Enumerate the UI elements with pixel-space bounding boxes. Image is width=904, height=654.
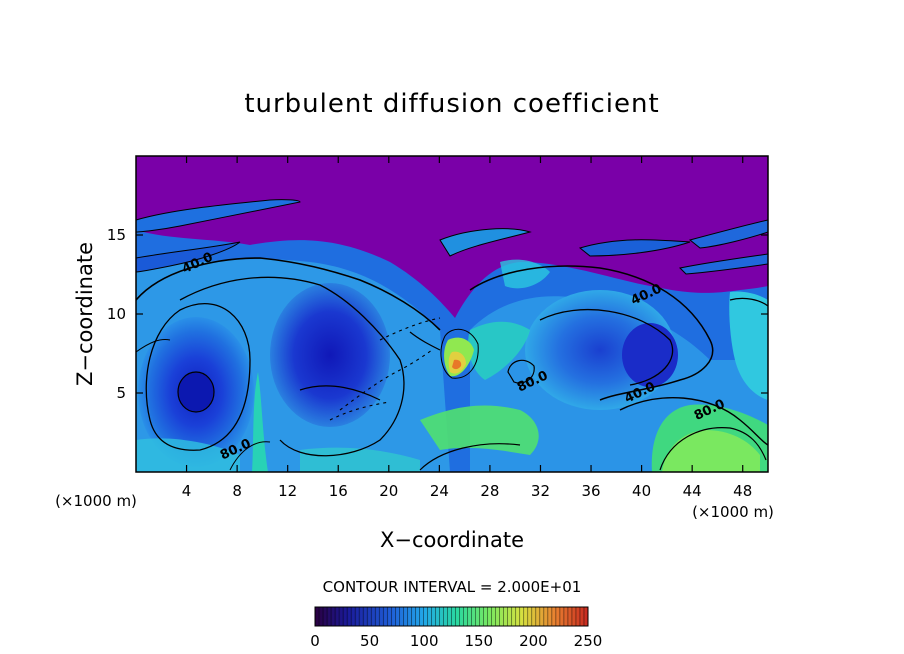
streak-2 (136, 241, 241, 273)
colorbar-tick-label: 100 (410, 632, 439, 650)
colorbar-tick-label: 200 (519, 632, 548, 650)
x-tick-label: 28 (480, 482, 499, 500)
high-core-orange (452, 359, 462, 370)
patch-lower-right-inner (662, 430, 760, 472)
colorbar-ticks: 0 50 100 150 200 250 (310, 632, 602, 650)
streak-5 (688, 219, 768, 249)
heatmap-field: 80.040.080.080.040.040.0 (136, 156, 768, 472)
x-tick-label: 20 (379, 482, 398, 500)
y-axis-ticks: 5 10 15 (107, 226, 768, 402)
contour-interval-label: CONTOUR INTERVAL = 2.000E+01 (323, 578, 582, 596)
colorbar-tick-label: 250 (574, 632, 603, 650)
x-unit-label-left: (×1000 m) (55, 492, 137, 510)
x-unit-label-right: (×1000 m) (692, 503, 774, 521)
streak-4 (578, 239, 691, 257)
y-tick-label: 5 (116, 384, 126, 402)
x-axis-label: X−coordinate (380, 528, 524, 552)
x-tick-label: 16 (329, 482, 348, 500)
streak-6 (678, 253, 768, 275)
vortex-right-core (622, 323, 678, 387)
filament-b (420, 405, 539, 455)
x-tick-label: 32 (531, 482, 550, 500)
streak-1 (136, 199, 301, 233)
patch-right-edge (729, 291, 768, 400)
x-tick-label: 48 (733, 482, 752, 500)
y-tick-label: 15 (107, 226, 126, 244)
colorbar-stripes (318, 607, 585, 626)
colorbar-frame (314, 606, 589, 627)
x-tick-label: 36 (581, 482, 600, 500)
patch-bottom-left (136, 438, 240, 472)
chart-title: turbulent diffusion coefficient (244, 89, 659, 119)
colorbar-tick-label: 0 (310, 632, 320, 650)
x-tick-label: 8 (232, 482, 242, 500)
filament-d (500, 259, 550, 289)
x-tick-label: 44 (683, 482, 702, 500)
patch-bottom-mid (300, 447, 420, 472)
x-axis-ticks: 4 8 12 16 20 24 28 32 36 40 44 48 (182, 156, 752, 500)
contour-lines (136, 257, 768, 471)
filament-a (252, 372, 268, 472)
x-tick-label: 12 (278, 482, 297, 500)
colorbar-tick-label: 50 (360, 632, 379, 650)
vortex-left-core (177, 371, 215, 413)
x-tick-label: 24 (430, 482, 449, 500)
x-tick-label: 40 (632, 482, 651, 500)
streak-3 (439, 228, 532, 257)
colorbar-tick-label: 150 (464, 632, 493, 650)
x-tick-label: 4 (182, 482, 192, 500)
filament-c (468, 321, 530, 380)
y-tick-label: 10 (107, 305, 126, 323)
colorbar: 0 50 100 150 200 250 (310, 606, 602, 650)
y-axis-label: Z−coordinate (73, 242, 97, 386)
